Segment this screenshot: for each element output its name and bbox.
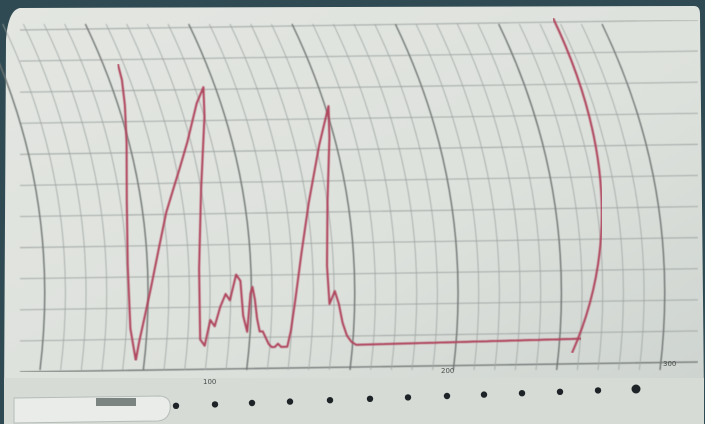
grid-time-arc	[580, 23, 645, 371]
grid-horizontal-line	[19, 361, 699, 373]
grid-horizontal-line	[19, 50, 699, 62]
sprocket-hole	[631, 384, 641, 394]
sprocket-hole	[248, 399, 256, 407]
chart-grid	[0, 19, 699, 373]
grid-time-arc	[126, 23, 190, 371]
grid-time-arc	[374, 23, 438, 371]
recorder-paper	[4, 6, 704, 400]
grid-horizontal-line	[19, 268, 699, 280]
grid-horizontal-line	[19, 175, 699, 186]
clip-bar	[96, 398, 136, 406]
sprocket-hole	[443, 392, 451, 400]
tick-label-300: 300	[663, 360, 676, 368]
sprocket-hole	[594, 387, 602, 394]
grid-time-arc	[84, 23, 149, 371]
grid-time-arc	[312, 23, 376, 371]
grid-time-arc	[167, 23, 232, 371]
pen-trace	[116, 62, 582, 362]
grid-horizontal-line	[19, 143, 699, 155]
sprocket-holes	[48, 384, 641, 414]
grid-time-arc	[498, 23, 563, 371]
pen-return-sweep	[552, 17, 603, 354]
sprocket-hole	[326, 397, 334, 404]
grid-time-arc	[539, 23, 604, 371]
sprocket-hole	[518, 390, 526, 397]
sprocket-hole	[404, 394, 412, 401]
tick-label-100: 100	[203, 378, 216, 386]
grid-time-arc	[22, 23, 87, 371]
grid-time-arc	[353, 23, 418, 371]
grid-horizontal-line	[19, 112, 699, 124]
grid-time-arc	[456, 23, 521, 371]
grid-time-arc	[0, 62, 46, 371]
grid-horizontal-line	[19, 206, 699, 217]
tick-label-200: 200	[441, 367, 454, 375]
grid-time-arc	[518, 23, 583, 371]
grid-time-arc	[105, 23, 170, 371]
sprocket-hole	[211, 401, 219, 408]
sprocket-hole	[480, 391, 488, 398]
grid-time-arc	[560, 23, 624, 371]
sprocket-hole	[366, 395, 374, 402]
grid-time-arc	[601, 23, 666, 371]
sprocket-hole	[286, 398, 294, 405]
grid-time-arc	[43, 23, 108, 371]
sprocket-hole	[172, 402, 180, 409]
grid-horizontal-line	[19, 19, 699, 31]
grid-time-arc	[2, 23, 66, 371]
grid-time-arc	[291, 23, 356, 371]
grid-time-arc	[208, 23, 273, 371]
grid-time-arc	[188, 23, 253, 371]
grid-time-arc	[332, 23, 397, 371]
grid-horizontal-line	[19, 81, 699, 93]
grid-time-arc	[64, 23, 128, 371]
grid-time-arc	[270, 23, 335, 371]
paper-clip	[13, 395, 171, 424]
grid-time-arc	[477, 23, 542, 371]
grid-time-arc	[394, 23, 459, 371]
grid-time-arc	[250, 23, 314, 371]
grid-time-arc	[415, 23, 480, 371]
sprocket-hole	[556, 388, 564, 395]
grid-time-arc	[436, 23, 500, 371]
grid-horizontal-line	[19, 299, 699, 311]
grid-horizontal-line	[19, 237, 699, 249]
